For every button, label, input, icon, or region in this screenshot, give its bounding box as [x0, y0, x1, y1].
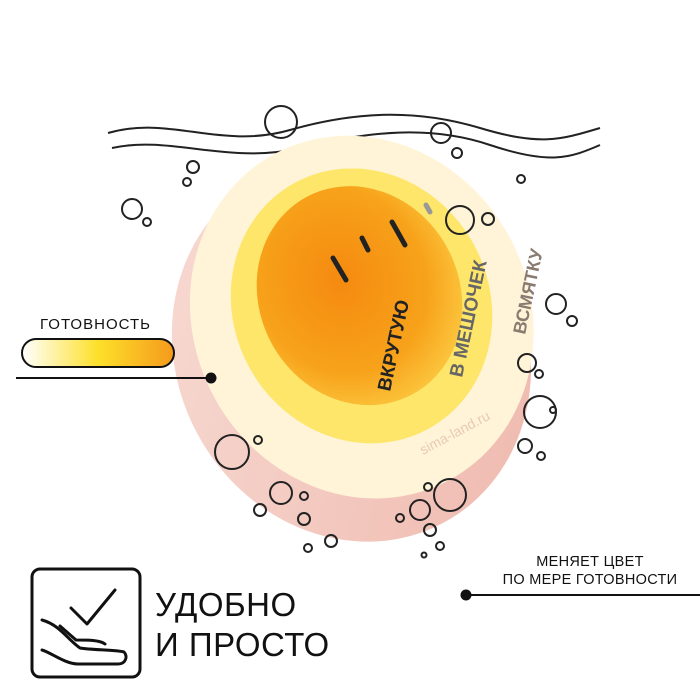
feature-note-line1: МЕНЯЕТ ЦВЕТ [536, 554, 644, 570]
leader-dot-left [205, 372, 217, 384]
leader-dot-right [460, 589, 472, 601]
readiness-gradient-bar [21, 338, 175, 368]
egg-yolk [256, 186, 463, 406]
bubbles [121, 105, 578, 559]
feature-note: МЕНЯЕТ ЦВЕТ ПО МЕРЕ ГОТОВНОСТИ [480, 553, 700, 589]
headline-line2: И ПРОСТО [155, 626, 330, 663]
water-wave-bottom [111, 131, 601, 159]
hand-check-icon [30, 567, 142, 679]
scale-marks [330, 202, 433, 283]
headline-line1: УДОБНО [155, 586, 297, 623]
feature-note-line2: ПО МЕРЕ ГОТОВНОСТИ [502, 572, 678, 588]
water-wave-top [107, 113, 601, 141]
readiness-label: ГОТОВНОСТЬ [40, 316, 151, 333]
headline: УДОБНО И ПРОСТО [155, 585, 330, 665]
